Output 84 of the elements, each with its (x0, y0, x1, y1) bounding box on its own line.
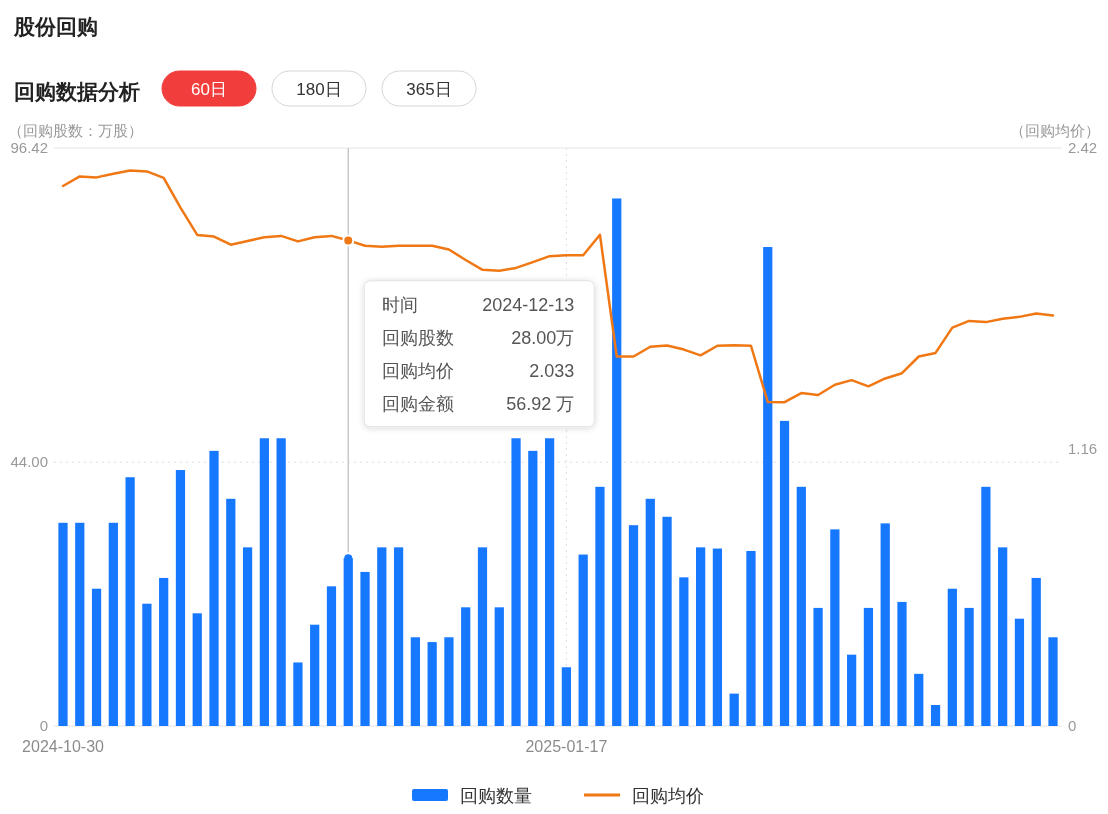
y-tick-label: 0 (39, 717, 48, 734)
bar (779, 420, 790, 726)
bar (326, 586, 337, 726)
bar (847, 654, 857, 726)
bar (58, 522, 68, 726)
bar (813, 607, 823, 726)
chart-subtitle: 回购数据分析 (14, 80, 140, 103)
bar (746, 550, 756, 726)
bar (712, 548, 723, 726)
bar (863, 607, 874, 726)
bar (578, 554, 588, 726)
bar (444, 637, 454, 726)
bar (276, 438, 286, 726)
bar (377, 547, 387, 726)
bar (947, 588, 957, 726)
bar (914, 673, 924, 726)
bar (91, 588, 102, 726)
bar (125, 477, 135, 726)
bar (75, 522, 85, 726)
bar (360, 571, 370, 726)
bar (192, 613, 202, 726)
bar (880, 523, 890, 726)
bar (108, 522, 118, 726)
y-axis-title: （回购股数：万股） (8, 122, 143, 139)
bar (461, 607, 471, 726)
bar (998, 547, 1008, 726)
y2-tick-label: 2.42 (1068, 139, 1098, 156)
bar (410, 637, 420, 726)
pill-button: 180日 (271, 70, 367, 107)
annotation: 28.00万 (511, 327, 575, 348)
bar (679, 577, 689, 726)
annotation: 时间 (382, 294, 419, 315)
y-tick-label: 44.00 (10, 453, 48, 471)
bar (612, 198, 622, 726)
bar (226, 498, 236, 726)
annotation: 回购金额 (382, 393, 455, 414)
bar (595, 486, 605, 726)
bar (796, 486, 806, 726)
bar (1031, 577, 1041, 726)
annotation: 2024-12-13 (482, 294, 575, 315)
bar (830, 529, 840, 726)
pill-button: 60日 (161, 70, 257, 107)
bar (545, 438, 555, 726)
bar (930, 705, 941, 726)
bar (729, 693, 739, 726)
bar (645, 498, 655, 726)
bar (897, 601, 907, 726)
bar (1014, 618, 1025, 726)
annotation: 2.033 (529, 360, 575, 381)
annotation: 回购均价 (382, 360, 455, 381)
legend-label: 回购均价 (632, 785, 704, 806)
bar (259, 438, 269, 726)
bar (477, 547, 488, 726)
bar (175, 470, 186, 726)
bar (310, 624, 320, 726)
bar (393, 547, 404, 726)
bar (981, 486, 991, 726)
bar (696, 547, 706, 726)
chart-title: 股份回购 (13, 15, 98, 38)
bar (511, 438, 521, 726)
y2-axis-title: （回购均价） (1010, 122, 1100, 139)
bar (628, 525, 639, 726)
bar (142, 603, 152, 726)
y2-tick-label: 0 (1068, 717, 1077, 734)
bar (763, 247, 773, 726)
bar (159, 577, 169, 726)
bar (561, 667, 571, 726)
bar (1048, 637, 1058, 726)
bar (528, 450, 538, 726)
y2-tick-label: 1.16 (1068, 439, 1098, 457)
bar (964, 607, 974, 726)
bar (662, 516, 672, 726)
bar (293, 662, 303, 726)
x-tick-label: 2024-10-30 (22, 738, 105, 755)
bar (427, 642, 437, 726)
x-tick-label: 2025-01-17 (525, 738, 608, 755)
annotation: 56.92 万 (506, 393, 575, 414)
pill-button: 365日 (381, 70, 477, 107)
bar (209, 450, 219, 726)
legend-label: 回购数量 (460, 785, 532, 806)
bar (242, 547, 253, 726)
bar (494, 607, 504, 726)
y-tick-label: 96.42 (10, 139, 48, 156)
annotation: 回购股数 (382, 327, 455, 348)
